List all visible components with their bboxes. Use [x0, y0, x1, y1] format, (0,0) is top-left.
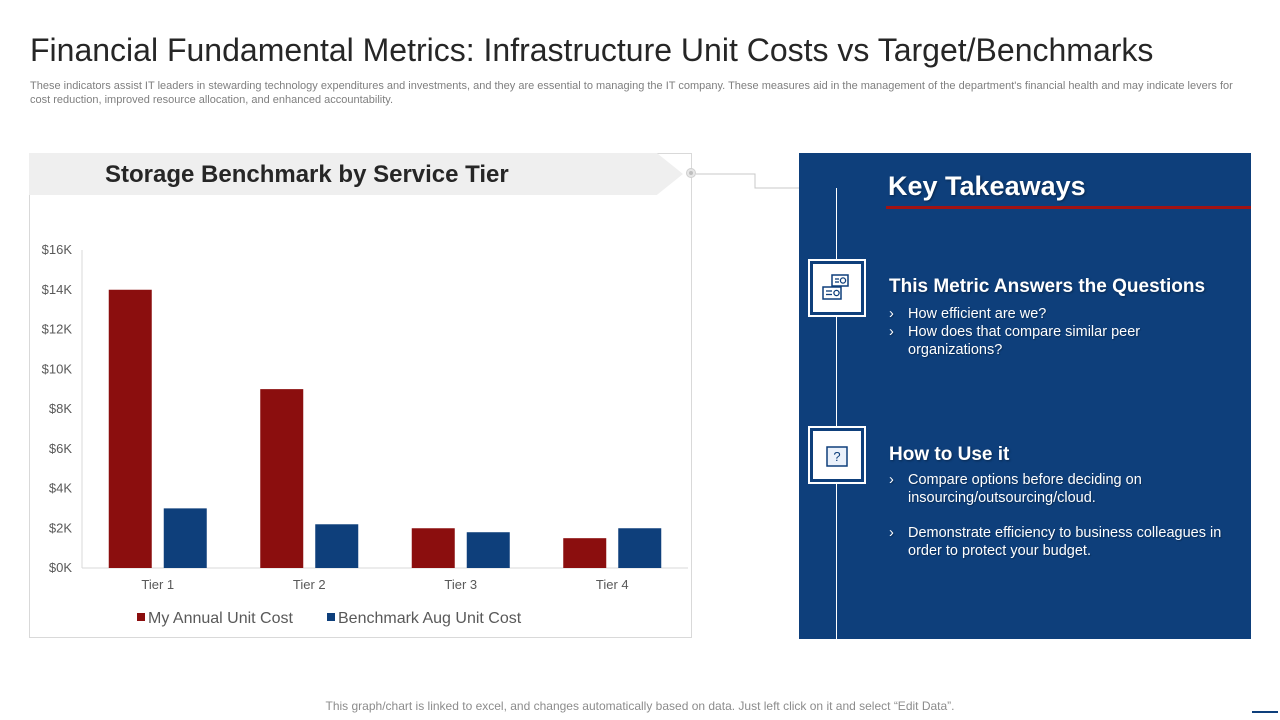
- y-tick-label: $16K: [42, 242, 73, 257]
- list-item: › Compare options before deciding on inso…: [889, 472, 1142, 506]
- y-tick-label: $2K: [49, 520, 72, 535]
- bar: [315, 524, 359, 568]
- y-tick-label: $8K: [49, 401, 72, 416]
- section-title-how-to-use: How to Use it: [889, 444, 1010, 465]
- bar: [411, 528, 455, 568]
- y-tick-label: $14K: [42, 282, 73, 297]
- x-tick-label: Tier 2: [293, 577, 326, 592]
- footer-note: This graph/chart is linked to excel, and…: [325, 699, 955, 713]
- bar: [163, 508, 207, 568]
- id-card-icon: [808, 259, 866, 317]
- bar: [108, 289, 152, 568]
- how-to-use-bullet-list: › Compare options before deciding on inso…: [889, 471, 1229, 560]
- svg-text:?: ?: [833, 449, 840, 464]
- legend-label: My Annual Unit Cost: [148, 610, 294, 627]
- list-item: › How efficient are we?: [889, 306, 1047, 322]
- key-takeaways-panel: [799, 153, 1251, 639]
- chevron-right-icon: ›: [889, 472, 894, 488]
- connector-line: [696, 173, 836, 189]
- bar: [466, 532, 510, 568]
- key-takeaways-title: Key Takeaways: [888, 171, 1086, 201]
- y-tick-label: $12K: [42, 322, 73, 337]
- question-mark-icon: ?: [808, 426, 866, 484]
- chevron-right-icon: ›: [889, 306, 894, 322]
- list-item: › Demonstrate efficiency to business coll…: [889, 525, 1222, 559]
- slide-title: Financial Fundamental Metrics: Infrastru…: [30, 32, 1154, 68]
- list-item: › How does that compare similar peer orga…: [889, 324, 1141, 358]
- chevron-right-icon: ›: [889, 525, 894, 541]
- questions-bullet-list: › How efficient are we? › How does that co…: [889, 305, 1229, 359]
- legend-swatch: [137, 613, 145, 621]
- y-tick-label: $4K: [49, 481, 72, 496]
- bar: [563, 538, 607, 568]
- chart-title-banner: [29, 153, 683, 195]
- chevron-right-icon: ›: [889, 324, 894, 340]
- y-tick-label: $10K: [42, 361, 73, 376]
- timeline-line: [836, 188, 837, 639]
- legend-swatch: [327, 613, 335, 621]
- bar: [618, 528, 662, 568]
- slide-subtitle: These indicators assist IT leaders in st…: [30, 80, 1233, 106]
- x-tick-label: Tier 4: [596, 577, 629, 592]
- legend-label: Benchmark Aug Unit Cost: [338, 610, 522, 627]
- x-tick-label: Tier 3: [444, 577, 477, 592]
- section-title-questions: This Metric Answers the Questions: [889, 276, 1206, 297]
- connector-dot: [686, 168, 696, 178]
- chart-title: Storage Benchmark by Service Tier: [105, 161, 509, 188]
- bar: [260, 389, 304, 568]
- x-tick-label: Tier 1: [141, 577, 174, 592]
- key-takeaways-underline: [886, 206, 1251, 209]
- y-tick-label: $0K: [49, 560, 72, 575]
- corner-accent: [1252, 711, 1278, 713]
- y-tick-label: $6K: [49, 441, 72, 456]
